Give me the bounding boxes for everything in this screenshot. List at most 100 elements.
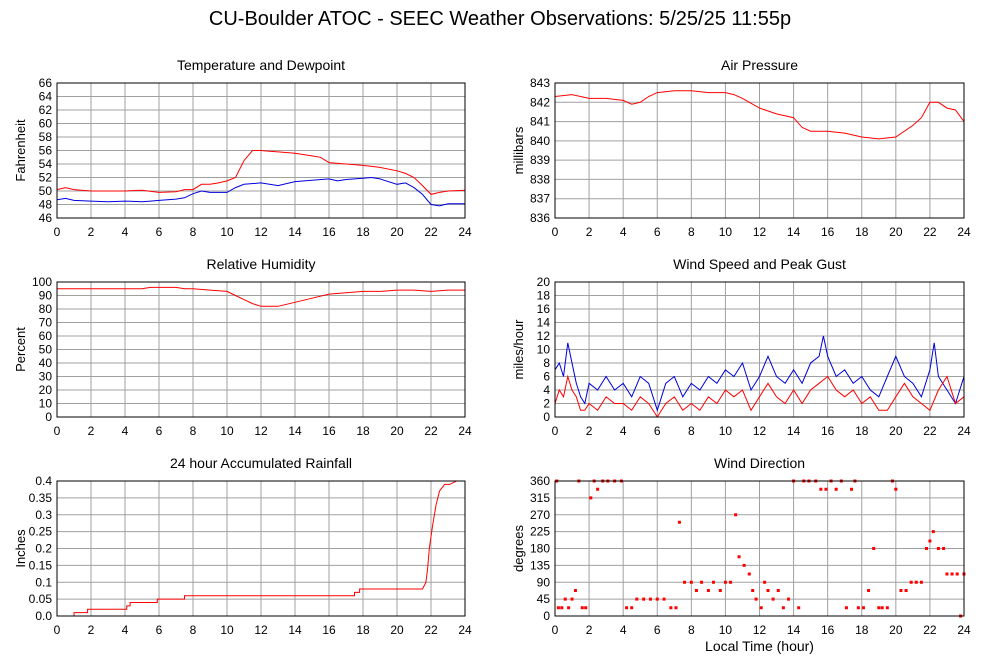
wind-direction-point	[723, 580, 727, 584]
wind-direction-plot-frame	[554, 480, 965, 617]
wind-direction-point	[844, 606, 848, 610]
wind-speed-y-tick-label: 20	[537, 275, 551, 289]
wind-direction-point	[867, 589, 871, 592]
wind-direction-point	[861, 606, 865, 610]
wind-direction-point	[919, 580, 923, 584]
wind-direction-point	[819, 487, 823, 491]
wind-direction-point	[662, 597, 666, 601]
wind-direction-point	[573, 589, 577, 592]
pressure-x-tick-label: 18	[855, 225, 869, 239]
temp-y-tick-label: 48	[39, 198, 53, 212]
wind-direction-x-axis-label: Local Time (hour)	[705, 638, 814, 654]
wind-direction-point	[885, 606, 889, 610]
wind-direction-x-tick-label: 4	[620, 623, 627, 637]
wind-direction-point	[737, 555, 741, 559]
wind-direction-point	[563, 597, 567, 601]
wind-direction-point	[655, 597, 659, 601]
temp-y-axis-label: Fahrenheit	[13, 119, 28, 182]
rainfall-x-tick-label: 6	[156, 623, 163, 637]
wind-direction-point	[899, 589, 903, 592]
wind-direction-point	[894, 487, 898, 491]
humidity-y-tick-label: 20	[39, 383, 53, 397]
wind-direction-point	[711, 580, 715, 584]
wind-speed-x-tick-label: 18	[855, 424, 869, 438]
temp-plot-frame	[56, 82, 466, 219]
wind-speed-y-tick-label: 0	[543, 410, 550, 424]
wind-speed-y-tick-label: 6	[543, 370, 550, 384]
humidity-x-tick-label: 10	[220, 424, 234, 438]
wind-direction-point	[706, 589, 710, 592]
rainfall-chart-title: 24 hour Accumulated Rainfall	[170, 455, 352, 471]
wind-direction-point	[776, 589, 780, 592]
wind-direction-point	[700, 580, 704, 584]
wind-speed-x-tick-label: 8	[688, 424, 695, 438]
temp-x-tick-label: 16	[322, 225, 336, 239]
rainfall-y-tick-label: 0.3	[35, 508, 52, 522]
humidity-x-tick-label: 12	[254, 424, 268, 438]
wind-direction-point	[909, 580, 913, 584]
wind-direction-x-tick-label: 0	[552, 623, 559, 637]
temp-x-tick-label: 14	[288, 225, 302, 239]
temp-series-line-1	[56, 176, 465, 207]
wind-direction-point	[877, 606, 881, 610]
rainfall-y-tick-label: 0.25	[29, 525, 53, 539]
pressure-x-tick-label: 14	[787, 225, 801, 239]
wind-direction-point	[942, 547, 946, 550]
wind-speed-y-tick-label: 8	[543, 356, 550, 370]
humidity-y-tick-label: 70	[39, 316, 53, 330]
wind-direction-chart: 0 2 4 6 8 10 12 14 16 18 20 22 240459013518022527031…	[511, 455, 971, 654]
temp-x-tick-label: 8	[190, 225, 197, 239]
wind-direction-point	[797, 606, 801, 610]
wind-direction-chart-title: Wind Direction	[714, 455, 805, 471]
wind-speed-x-tick-label: 6	[654, 424, 661, 438]
rainfall-y-tick-label: 0.0	[35, 609, 52, 623]
wind-direction-point	[931, 530, 935, 534]
pressure-x-tick-label: 10	[719, 225, 733, 239]
rainfall-x-tick-label: 20	[390, 623, 404, 637]
wind-speed-series-line-1	[554, 374, 965, 418]
temp-x-tick-label: 0	[54, 225, 61, 239]
pressure-y-tick-label: 836	[530, 211, 550, 225]
wind-direction-point	[694, 589, 698, 592]
wind-direction-point	[729, 580, 733, 584]
rainfall-y-axis-label: Inches	[13, 529, 28, 568]
rainfall-x-tick-label: 24	[458, 623, 472, 637]
rainfall-x-tick-label: 16	[322, 623, 336, 637]
rainfall-y-tick-label: 0.35	[29, 491, 53, 505]
pressure-y-tick-label: 841	[530, 115, 550, 129]
wind-direction-point	[642, 597, 646, 601]
wind-direction-x-tick-label: 20	[889, 623, 903, 637]
wind-speed-x-tick-label: 4	[620, 424, 627, 438]
pressure-x-tick-label: 2	[586, 225, 593, 239]
wind-speed-x-tick-label: 12	[753, 424, 767, 438]
pressure-y-tick-label: 839	[530, 153, 550, 167]
pressure-chart: 0 2 4 6 8 10 12 14 16 18 20 22 248368378388398408418…	[511, 57, 971, 239]
wind-direction-y-tick-label: 270	[530, 508, 550, 522]
wind-direction-point	[560, 606, 564, 610]
wind-direction-point	[771, 597, 775, 601]
wind-direction-point	[751, 589, 755, 592]
wind-direction-point	[759, 606, 763, 610]
wind-direction-point	[928, 539, 932, 543]
rainfall-y-tick-label: 0.2	[35, 542, 52, 556]
pressure-x-tick-label: 16	[821, 225, 835, 239]
wind-direction-y-tick-label: 135	[530, 558, 550, 572]
humidity-y-tick-label: 90	[39, 289, 53, 303]
temp-x-tick-label: 4	[122, 225, 129, 239]
temp-chart-title: Temperature and Dewpoint	[177, 57, 345, 73]
rainfall-series-line-0	[57, 480, 465, 617]
wind-speed-series-line-0	[554, 335, 965, 412]
humidity-x-tick-label: 0	[54, 424, 61, 438]
wind-direction-point	[925, 547, 929, 550]
pressure-x-tick-label: 20	[889, 225, 903, 239]
temp-series-line-0	[56, 150, 466, 195]
wind-speed-y-tick-label: 10	[537, 343, 551, 357]
rainfall-x-tick-label: 4	[122, 623, 129, 637]
temp-y-tick-label: 58	[39, 130, 53, 144]
wind-speed-x-tick-label: 0	[552, 424, 559, 438]
wind-direction-point	[856, 606, 860, 610]
wind-direction-point	[648, 597, 652, 601]
rainfall-x-tick-label: 12	[254, 623, 268, 637]
temp-y-tick-label: 54	[39, 157, 53, 171]
